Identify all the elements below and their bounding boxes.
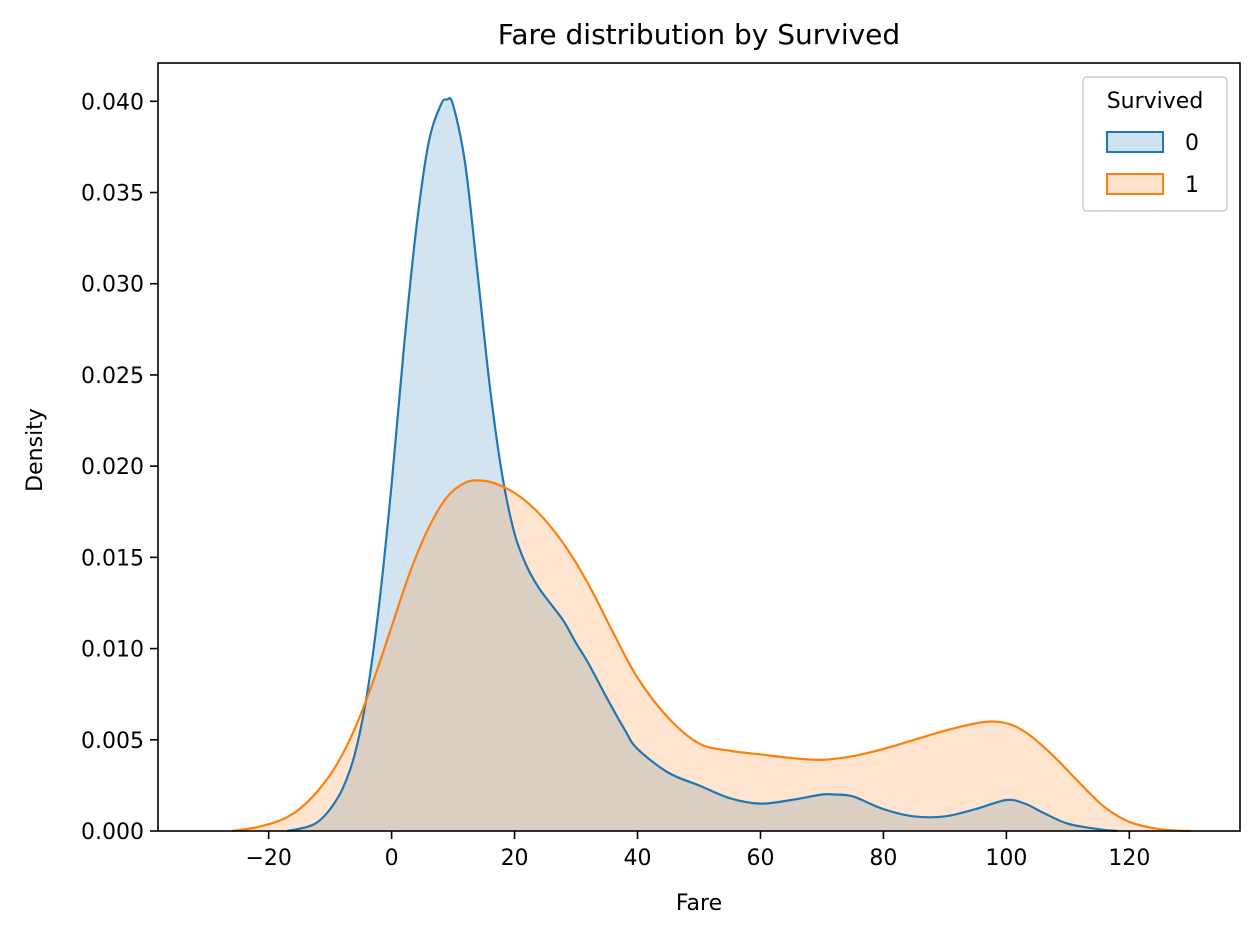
y-tick-label: 0.000 <box>81 820 144 845</box>
y-axis: 0.000 0.005 0.010 0.015 0.020 0.025 0.030 0.035… <box>81 90 158 845</box>
legend-swatch-0 <box>1106 131 1164 153</box>
y-tick-label: 0.040 <box>81 90 144 115</box>
y-tick-label: 0.025 <box>81 364 144 389</box>
chart-title: Fare distribution by Survived <box>498 18 900 51</box>
y-tick-label: 0.030 <box>81 273 144 298</box>
series-1-line <box>231 479 1191 833</box>
y-axis-label: Density <box>23 408 48 492</box>
legend-swatch-1 <box>1106 173 1164 195</box>
x-tick-label: 120 <box>1108 846 1150 871</box>
plot-frame <box>157 62 1241 832</box>
y-tick-label: 0.035 <box>81 182 144 207</box>
legend-label-0: 0 <box>1185 131 1199 156</box>
y-tick-label: 0.020 <box>81 455 144 480</box>
series-0-area <box>287 98 1118 831</box>
x-tick-label: 80 <box>869 846 897 871</box>
x-tick-label: 0 <box>385 846 399 871</box>
legend: Survived 0 1 <box>1082 76 1228 212</box>
x-tick-label: 100 <box>985 846 1027 871</box>
series-0-line <box>286 97 1118 833</box>
x-tick-label: 20 <box>501 846 529 871</box>
x-axis: −20 0 20 40 60 80 100 120 <box>245 831 1150 871</box>
plot-area <box>231 97 1191 833</box>
x-tick-label: −20 <box>245 846 291 871</box>
series-1-area <box>231 480 1191 831</box>
y-tick-label: 0.005 <box>81 729 144 754</box>
legend-title: Survived <box>1107 89 1204 114</box>
x-tick-label: 60 <box>746 846 774 871</box>
y-tick-label: 0.015 <box>81 546 144 571</box>
legend-label-1: 1 <box>1185 173 1199 198</box>
x-tick-label: 40 <box>624 846 652 871</box>
y-tick-label: 0.010 <box>81 638 144 663</box>
x-axis-label: Fare <box>676 891 722 916</box>
